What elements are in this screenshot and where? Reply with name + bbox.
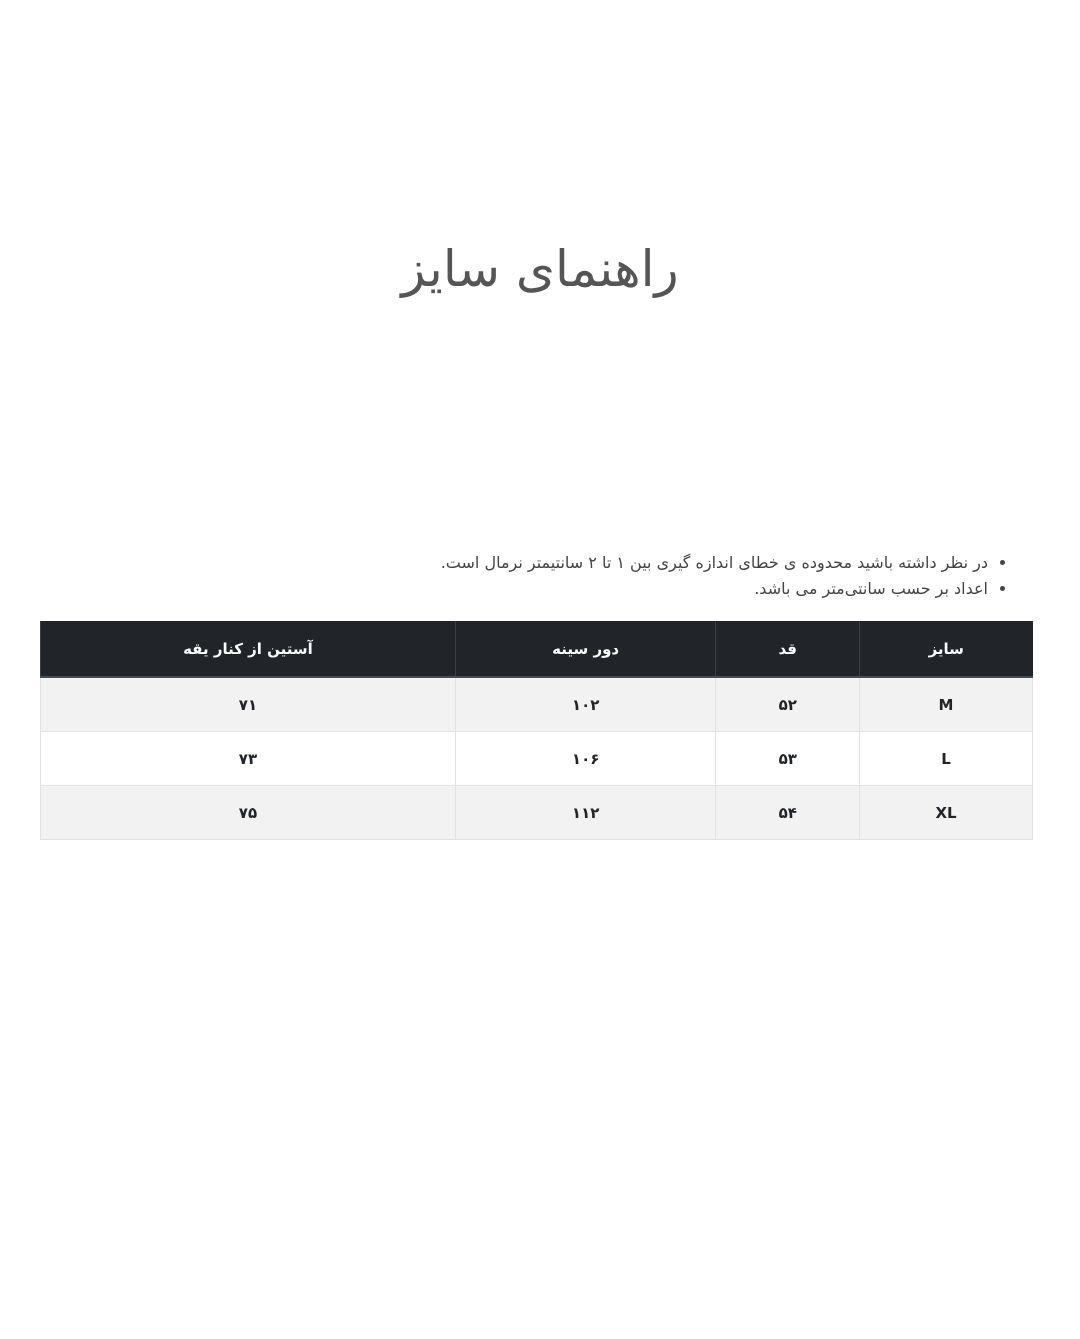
- cell-sleeve: ۷۵: [40, 785, 456, 840]
- header-length: قد: [715, 621, 860, 678]
- cell-size: L: [859, 731, 1033, 786]
- page-title: راهنمای سایز: [401, 240, 679, 298]
- cell-size: M: [859, 676, 1033, 732]
- table-row: XL ۵۴ ۱۱۲ ۷۵: [40, 785, 1033, 840]
- header-sleeve: آستین از کنار یقه: [40, 621, 456, 678]
- cell-size: XL: [859, 785, 1033, 840]
- cell-length: ۵۲: [715, 676, 861, 732]
- header-size: سایز: [859, 621, 1033, 678]
- cell-chest: ۱۱۲: [454, 785, 717, 840]
- size-table: سایز قد دور سینه آستین از کنار یقه M ۵۲ …: [40, 621, 1033, 840]
- header-chest: دور سینه: [454, 621, 716, 678]
- table-row: M ۵۲ ۱۰۲ ۷۱: [40, 676, 1033, 732]
- note-item: اعداد بر حسب سانتی‌متر می باشد.: [441, 576, 988, 602]
- cell-sleeve: ۷۱: [40, 676, 456, 732]
- notes-list: در نظر داشته باشید محدوده ی خطای اندازه …: [441, 550, 1008, 602]
- cell-length: ۵۴: [715, 785, 861, 840]
- table-row: L ۵۳ ۱۰۶ ۷۳: [40, 731, 1033, 786]
- cell-sleeve: ۷۳: [40, 731, 456, 786]
- cell-length: ۵۳: [715, 731, 861, 786]
- note-item: در نظر داشته باشید محدوده ی خطای اندازه …: [441, 550, 988, 576]
- table-header-row: سایز قد دور سینه آستین از کنار یقه: [40, 621, 1033, 678]
- cell-chest: ۱۰۲: [454, 676, 717, 732]
- cell-chest: ۱۰۶: [454, 731, 717, 786]
